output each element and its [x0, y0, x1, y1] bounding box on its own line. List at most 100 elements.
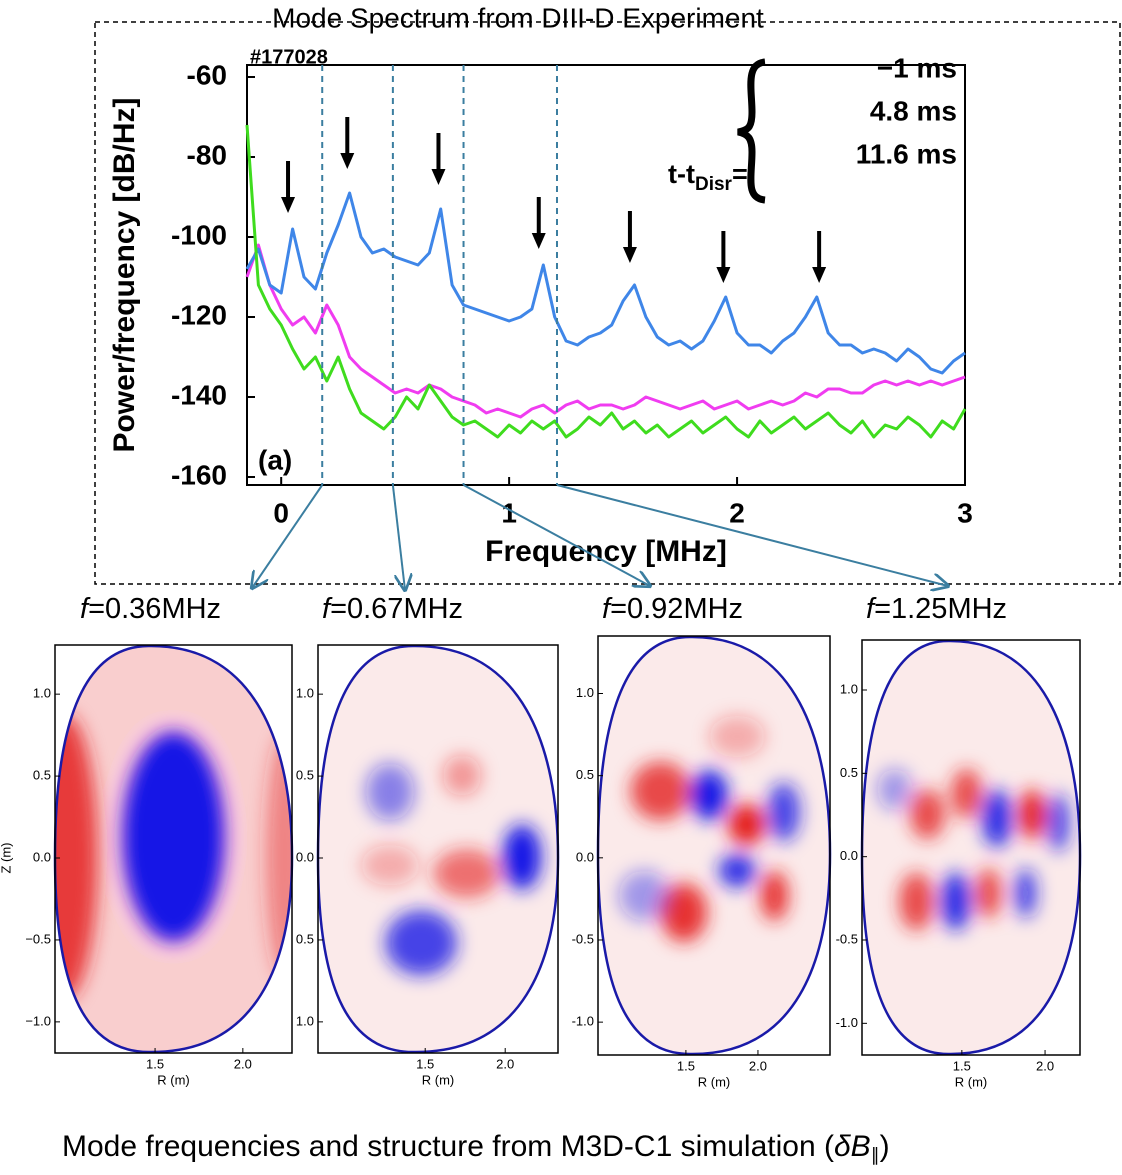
field-lobe — [55, 714, 98, 1000]
x-tick-label: 3 — [957, 497, 973, 528]
field-lobe — [1014, 868, 1037, 919]
plasma-boundary — [316, 644, 560, 1054]
y-tick-label: -160 — [171, 459, 227, 490]
x-axis-label: R (m) — [157, 1072, 190, 1087]
legend-entry: −1 ms — [877, 52, 957, 83]
y-tick-label: 0.5 — [840, 765, 858, 780]
y-tick-label: −1.0 — [25, 1013, 51, 1028]
caption-subscript: ∥ — [871, 1145, 880, 1165]
mode-structure — [318, 645, 558, 1053]
panel-title: f=1.25MHz — [866, 593, 1007, 625]
dashed-box — [94, 21, 1121, 585]
mode-structure — [598, 636, 830, 1055]
y-tick-label: -140 — [171, 379, 227, 410]
field-lobe — [660, 883, 708, 942]
field-lobe — [727, 803, 766, 846]
field-lobe — [366, 763, 414, 821]
title-symbol: f — [322, 593, 333, 625]
chart-title: Mode Spectrum from DIII-D Experiment — [272, 2, 764, 33]
legend-title: t-tDisr= — [668, 159, 748, 195]
panel-frame — [317, 644, 559, 1054]
y-tick-label: 1.0 — [576, 685, 594, 700]
field-lobe — [951, 768, 982, 819]
y-tick-label: 0.0 — [840, 848, 858, 863]
blobs — [618, 715, 800, 942]
x-tick-label: 0 — [273, 497, 289, 528]
x-tick-label: 2.0 — [234, 1056, 252, 1071]
field-lobe — [630, 761, 691, 821]
y-tick-label: -80 — [187, 139, 227, 170]
field-lobe — [909, 789, 945, 840]
field-lobe — [975, 868, 1002, 919]
y-tick-label: -120 — [171, 299, 227, 330]
peak-arrow-head — [812, 267, 827, 283]
series-line — [245, 191, 966, 375]
caption-end: ) — [880, 1130, 890, 1163]
blobs — [877, 768, 1070, 931]
y-tick-label: -100 — [171, 219, 227, 250]
title-symbol: f — [602, 593, 613, 625]
mode-link-arrow — [463, 484, 650, 586]
field-lobe — [690, 770, 728, 821]
field-lobe — [709, 715, 766, 758]
panel-label: (a) — [258, 444, 292, 475]
y-tick-label: -60 — [187, 59, 227, 90]
x-tick-label: 1.5 — [146, 1056, 164, 1071]
plot-frame — [246, 64, 966, 486]
x-tick-label: 1.5 — [953, 1058, 971, 1073]
y-tick-label: -0.5 — [572, 931, 594, 946]
series-line — [245, 243, 966, 419]
mode-link-arrow — [556, 484, 948, 586]
peak-arrow-head — [531, 233, 546, 249]
y-tick-label: 0.0 — [296, 849, 314, 864]
x-axis-label: R (m) — [422, 1072, 455, 1087]
title-symbol: f — [80, 593, 91, 625]
y-tick-label: 1.0 — [296, 1013, 314, 1028]
panel-frame — [597, 635, 831, 1056]
peak-arrow-head — [622, 247, 637, 263]
field-lobe — [1018, 789, 1046, 840]
x-axis-label: R (m) — [698, 1074, 731, 1089]
y-tick-label: 0.0 — [576, 849, 594, 864]
panel-frame — [54, 644, 293, 1054]
legend-title-main: t-t — [668, 159, 695, 189]
x-tick-label: 1.5 — [677, 1058, 695, 1073]
y-tick-label: 0.0 — [33, 849, 51, 864]
x-tick-label: 2 — [729, 497, 745, 528]
y-tick-label: -0.5 — [836, 931, 858, 946]
peak-arrow-head — [431, 169, 446, 185]
field-lobe — [760, 870, 789, 921]
panel-title: f=0.36MHz — [80, 593, 221, 625]
legend-title-end: = — [732, 159, 748, 189]
panel-frame — [861, 639, 1081, 1056]
title-text: =0.67MHz — [330, 593, 463, 625]
caption-symbol: δB — [834, 1130, 871, 1163]
field-lobe — [940, 872, 971, 931]
field-lobe — [877, 768, 913, 811]
y-tick-label: 0.5 — [576, 767, 594, 782]
field-lobe — [618, 870, 670, 921]
field-lobe — [361, 844, 419, 886]
mode-link-arrow — [391, 484, 405, 590]
y-tick-label: −0.5 — [25, 931, 51, 946]
field-lobe — [1047, 793, 1070, 852]
x-tick-label: 1 — [501, 497, 517, 528]
x-axis-label: R (m) — [955, 1074, 988, 1089]
caption: Mode frequencies and structure from M3D-… — [62, 1130, 890, 1165]
y-tick-label: 1.0 — [840, 681, 858, 696]
background-tint — [862, 640, 1080, 1055]
blobs — [361, 755, 542, 976]
subtitle: #177028 — [250, 46, 328, 68]
field-lobe — [385, 910, 458, 976]
legend-entry: 11.6 ms — [856, 138, 957, 169]
y-tick-label: 0.5 — [296, 931, 314, 946]
series-line — [245, 124, 967, 439]
legend-brace — [737, 58, 766, 204]
blobs — [55, 645, 292, 1053]
y-tick-label: -1.0 — [572, 1014, 594, 1029]
background-tint — [598, 636, 830, 1055]
x-tick-label: 2.0 — [749, 1058, 767, 1073]
field-lobe — [899, 872, 934, 931]
y-axis-label: Power/frequency [dB/Hz] — [108, 97, 141, 452]
x-tick-label: 2.0 — [1036, 1058, 1054, 1073]
